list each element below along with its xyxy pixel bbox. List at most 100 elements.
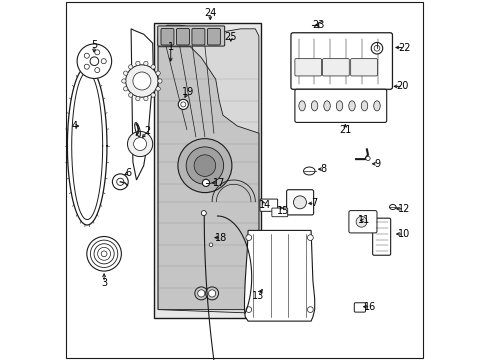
FancyBboxPatch shape: [372, 218, 390, 255]
Circle shape: [197, 290, 204, 297]
Circle shape: [194, 287, 207, 300]
Ellipse shape: [311, 101, 317, 111]
Polygon shape: [244, 230, 314, 321]
FancyBboxPatch shape: [348, 211, 376, 233]
Circle shape: [365, 156, 369, 161]
Ellipse shape: [361, 101, 367, 111]
FancyBboxPatch shape: [161, 28, 174, 45]
Text: 24: 24: [203, 8, 216, 18]
Circle shape: [117, 178, 123, 185]
Text: 23: 23: [311, 20, 324, 30]
Circle shape: [112, 174, 128, 190]
Circle shape: [209, 243, 212, 247]
Polygon shape: [158, 47, 258, 310]
Text: 7: 7: [311, 198, 317, 208]
Circle shape: [136, 96, 140, 101]
Circle shape: [84, 53, 89, 58]
Text: 9: 9: [374, 159, 380, 169]
Polygon shape: [131, 29, 153, 180]
Circle shape: [133, 138, 146, 150]
Circle shape: [151, 65, 155, 69]
Text: 16: 16: [364, 302, 376, 312]
FancyBboxPatch shape: [286, 190, 313, 215]
Circle shape: [307, 235, 313, 240]
Circle shape: [186, 147, 223, 184]
FancyBboxPatch shape: [350, 59, 377, 76]
Text: 12: 12: [397, 204, 410, 214]
Ellipse shape: [373, 101, 380, 111]
Circle shape: [77, 44, 111, 78]
Text: 19: 19: [181, 87, 193, 97]
Circle shape: [156, 87, 160, 91]
Text: 3: 3: [101, 278, 107, 288]
Circle shape: [128, 93, 133, 97]
Circle shape: [178, 139, 231, 193]
Text: 18: 18: [215, 233, 227, 243]
FancyBboxPatch shape: [158, 26, 224, 46]
Text: 4: 4: [71, 121, 78, 131]
FancyBboxPatch shape: [354, 303, 365, 312]
Circle shape: [90, 57, 99, 66]
FancyBboxPatch shape: [271, 208, 287, 217]
Circle shape: [95, 50, 100, 55]
Circle shape: [201, 211, 206, 216]
Text: 22: 22: [398, 42, 410, 53]
Ellipse shape: [348, 101, 355, 111]
Circle shape: [133, 72, 151, 90]
Ellipse shape: [298, 101, 305, 111]
Circle shape: [90, 240, 118, 267]
Bar: [153, 23, 261, 318]
Circle shape: [95, 68, 100, 73]
Text: 10: 10: [397, 229, 409, 239]
Circle shape: [151, 93, 155, 97]
Circle shape: [125, 65, 158, 97]
FancyBboxPatch shape: [207, 28, 220, 45]
Circle shape: [128, 65, 133, 69]
Circle shape: [101, 59, 106, 64]
Circle shape: [205, 287, 218, 300]
Circle shape: [127, 131, 152, 157]
Text: 6: 6: [125, 168, 131, 178]
Text: 1: 1: [167, 42, 173, 52]
Circle shape: [98, 247, 110, 260]
Circle shape: [181, 102, 185, 107]
Text: 17: 17: [213, 178, 225, 188]
Circle shape: [122, 79, 126, 83]
Text: 11: 11: [357, 215, 369, 225]
Circle shape: [156, 71, 160, 75]
Polygon shape: [158, 25, 258, 313]
Circle shape: [87, 237, 121, 271]
Circle shape: [123, 87, 127, 91]
Text: 2: 2: [144, 126, 150, 136]
Circle shape: [84, 64, 89, 69]
Text: 13: 13: [251, 291, 264, 301]
Circle shape: [194, 155, 215, 176]
FancyBboxPatch shape: [322, 59, 348, 76]
FancyBboxPatch shape: [294, 59, 321, 76]
Circle shape: [94, 244, 114, 264]
Ellipse shape: [303, 167, 314, 175]
FancyBboxPatch shape: [294, 89, 386, 122]
Text: 20: 20: [396, 81, 408, 91]
Circle shape: [202, 179, 209, 186]
Circle shape: [178, 99, 188, 109]
Circle shape: [123, 71, 127, 75]
Circle shape: [373, 45, 379, 51]
Circle shape: [370, 42, 382, 54]
FancyBboxPatch shape: [260, 199, 277, 211]
Circle shape: [143, 61, 148, 66]
Text: 8: 8: [320, 164, 326, 174]
FancyBboxPatch shape: [176, 28, 189, 45]
Ellipse shape: [336, 101, 342, 111]
Circle shape: [208, 290, 215, 297]
Circle shape: [158, 79, 162, 83]
Circle shape: [355, 216, 366, 227]
Circle shape: [307, 307, 313, 312]
Circle shape: [245, 307, 251, 312]
Ellipse shape: [389, 204, 395, 210]
Text: 5: 5: [91, 40, 97, 50]
Circle shape: [143, 96, 148, 101]
Text: 25: 25: [224, 32, 237, 42]
Text: 21: 21: [338, 125, 351, 135]
Circle shape: [101, 251, 107, 257]
